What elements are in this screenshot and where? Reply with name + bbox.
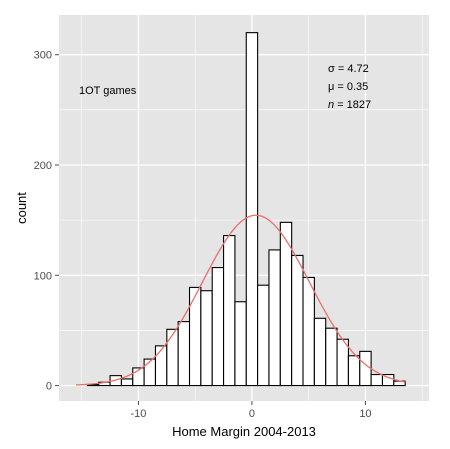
histogram-bar — [200, 290, 213, 387]
annotation-n-value: = 1827 — [334, 99, 371, 111]
histogram-bar — [143, 358, 157, 387]
histogram-bar — [257, 284, 270, 387]
normal-fit-curve — [75, 214, 406, 386]
histogram-bar — [154, 345, 168, 387]
y-axis-title: count — [14, 192, 29, 224]
histogram-bar — [381, 373, 395, 387]
x-axis: -10 0 10 — [130, 401, 372, 420]
annotation-n-symbol: n — [328, 99, 334, 111]
histogram-bar — [234, 301, 247, 387]
histogram-bar — [177, 321, 191, 387]
annotation-sigma: σ = 4.72 — [328, 63, 369, 75]
y-tick-label: 100 — [34, 270, 52, 282]
histogram-bar — [359, 350, 372, 387]
x-tick-label: 10 — [359, 408, 371, 420]
annotation-games: 1OT games — [79, 85, 137, 97]
y-tick-label: 0 — [46, 381, 52, 393]
histogram-bars — [86, 32, 406, 387]
histogram-bar — [325, 327, 338, 387]
histogram-bar — [211, 267, 225, 387]
histogram-bar — [313, 317, 327, 387]
histogram-bar — [166, 328, 179, 387]
y-tick-label: 200 — [34, 160, 52, 172]
histogram-bar — [370, 373, 384, 387]
y-axis: 0 100 200 300 — [34, 50, 59, 393]
histogram-bar — [336, 338, 349, 387]
x-tick-label: 0 — [249, 408, 255, 420]
histogram-bar — [245, 32, 259, 387]
x-axis-title: Home Margin 2004-2013 — [172, 424, 316, 439]
histogram-bar — [120, 378, 134, 387]
x-tick-label: -10 — [130, 408, 146, 420]
histogram-bar — [302, 276, 315, 387]
histogram-bar — [291, 254, 304, 387]
histogram-bar — [347, 355, 361, 387]
annotation-mu: μ = 0.35 — [328, 81, 368, 93]
histogram-bar — [223, 235, 236, 387]
y-tick-label: 300 — [34, 50, 52, 62]
histogram-bar — [268, 249, 281, 387]
annotation-n: n = 1827 — [328, 99, 371, 111]
